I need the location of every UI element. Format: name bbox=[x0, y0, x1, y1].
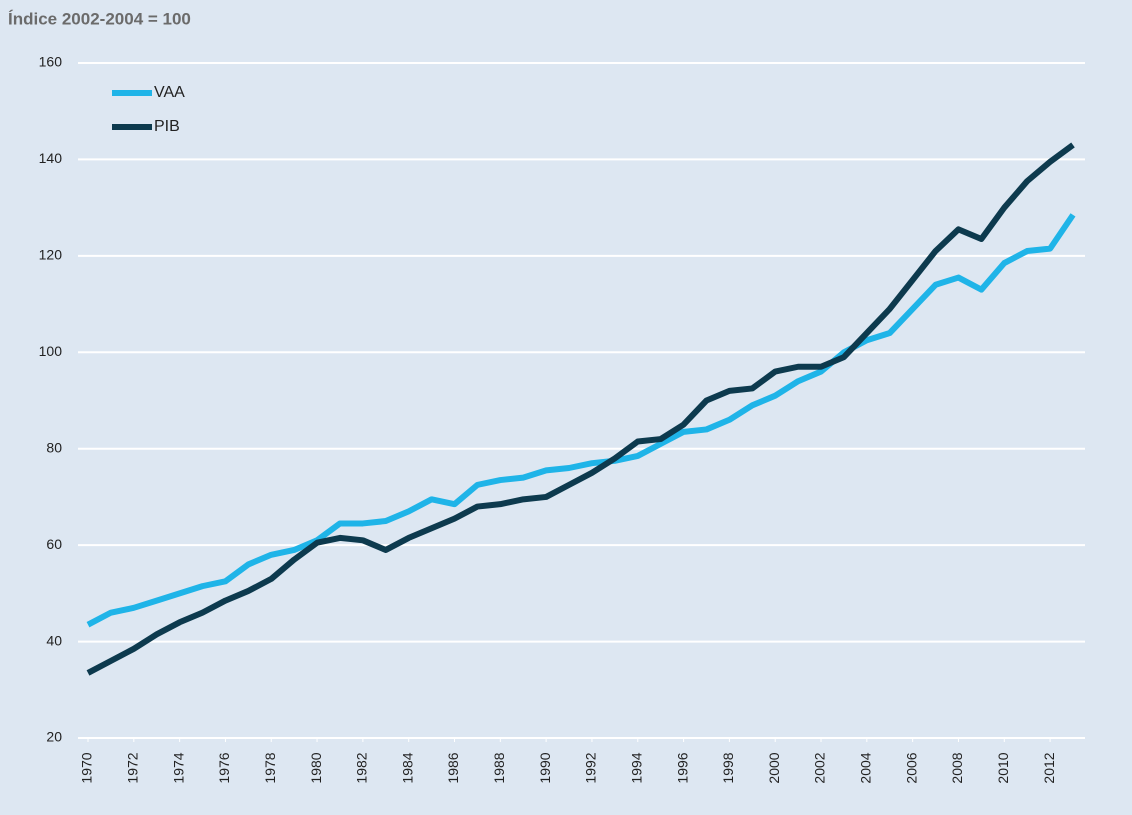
y-tick-label: 60 bbox=[46, 536, 62, 552]
x-tick-label: 1986 bbox=[445, 752, 461, 783]
x-tick-label: 2002 bbox=[812, 752, 828, 783]
data-line bbox=[86, 142, 1075, 676]
x-tick-label: 2006 bbox=[903, 752, 919, 783]
x-tick-label: 2010 bbox=[995, 752, 1011, 783]
x-tick-label: 1988 bbox=[491, 752, 507, 783]
y-tick-label: 160 bbox=[39, 54, 63, 70]
x-tick-label: 2000 bbox=[766, 752, 782, 783]
x-tick-label: 1974 bbox=[170, 752, 186, 783]
chart-title: Índice 2002-2004 = 100 bbox=[8, 9, 191, 28]
x-tick-label: 1992 bbox=[583, 752, 599, 783]
x-tick-label: 1970 bbox=[79, 752, 95, 783]
y-tick-label: 80 bbox=[46, 439, 62, 455]
x-tick-label: 1990 bbox=[537, 752, 553, 783]
x-tick-label: 1984 bbox=[399, 752, 415, 783]
y-tick-label: 20 bbox=[46, 729, 62, 745]
y-tick-label: 140 bbox=[39, 150, 63, 166]
x-tick-label: 1976 bbox=[216, 752, 232, 783]
x-tick-label: 1980 bbox=[308, 752, 324, 783]
legend-label: PIB bbox=[154, 118, 180, 135]
y-tick-label: 120 bbox=[39, 247, 63, 263]
x-tick-label: 1978 bbox=[262, 752, 278, 783]
x-tick-label: 1994 bbox=[628, 752, 644, 783]
legend-label: VAA bbox=[154, 84, 185, 101]
x-tick-label: 1998 bbox=[720, 752, 736, 783]
x-tick-label: 1996 bbox=[674, 752, 690, 783]
x-tick-label: 1982 bbox=[354, 752, 370, 783]
x-tick-label: 1972 bbox=[125, 752, 141, 783]
x-tick-label: 2008 bbox=[949, 752, 965, 783]
x-tick-label: 2004 bbox=[858, 752, 874, 783]
x-tick-label: 2012 bbox=[1041, 752, 1057, 783]
y-tick-label: 100 bbox=[39, 343, 63, 359]
y-tick-label: 40 bbox=[46, 632, 62, 648]
data-line bbox=[86, 213, 1076, 628]
